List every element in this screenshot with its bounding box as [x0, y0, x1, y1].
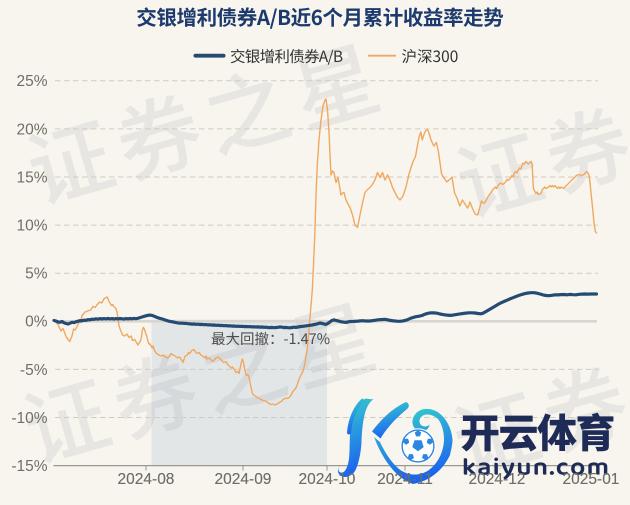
svg-text:2024-08: 2024-08	[118, 471, 175, 488]
svg-text:25%: 25%	[16, 73, 47, 90]
svg-text:0%: 0%	[25, 314, 48, 331]
svg-text:2024-09: 2024-09	[215, 471, 272, 488]
svg-text:10%: 10%	[16, 218, 47, 235]
svg-text:2024-09: 2024-09	[215, 471, 272, 488]
svg-text:2024-08: 2024-08	[118, 471, 175, 488]
svg-text:-15%: -15%	[11, 458, 47, 475]
svg-text:2024-10: 2024-10	[299, 471, 356, 488]
svg-text:-10%: -10%	[11, 410, 47, 427]
svg-text:-5%: -5%	[20, 362, 48, 379]
svg-text:2025-01: 2025-01	[563, 471, 620, 488]
svg-text:2024-11: 2024-11	[377, 471, 433, 488]
svg-text:2024-12: 2024-12	[469, 471, 526, 488]
svg-text:15%: 15%	[16, 169, 47, 186]
svg-text:2025-01: 2025-01	[563, 471, 620, 488]
svg-text:5%: 5%	[25, 266, 48, 283]
svg-text:20%: 20%	[16, 121, 47, 138]
svg-text:2024-12: 2024-12	[469, 471, 526, 488]
